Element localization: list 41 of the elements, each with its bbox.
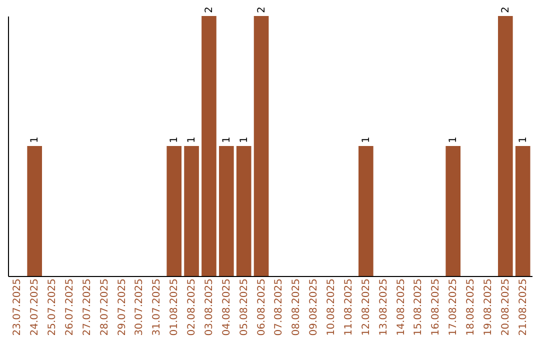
data-label: 1	[238, 136, 250, 143]
x-tick-label: 29.07.2025	[116, 278, 128, 336]
data-label: 1	[186, 136, 198, 143]
data-label: 1	[448, 136, 460, 143]
x-tick-label: 18.08.2025	[466, 278, 477, 336]
x-tick-label: 08.08.2025	[291, 278, 302, 336]
x-tick-label: 19.08.2025	[482, 278, 494, 336]
x-tick-label: 07.08.2025	[274, 278, 285, 336]
x-tick-label: 28.07.2025	[99, 278, 110, 336]
x-tick-label: 14.08.2025	[396, 278, 407, 336]
x-tick-label: 13.08.2025	[378, 278, 390, 336]
x-tick-label: 03.08.2025	[204, 278, 215, 336]
x-tick-label: 12.08.2025	[360, 278, 372, 336]
x-tick-label: 25.07.2025	[47, 278, 58, 336]
x-tick-label: 26.07.2025	[64, 278, 76, 336]
x-tick-label: 10.08.2025	[326, 278, 338, 336]
x-tick-label: 06.08.2025	[256, 278, 268, 336]
data-label: 1	[518, 136, 529, 143]
data-label: 1	[360, 136, 372, 143]
x-tick-label: 23.07.2025	[12, 278, 24, 336]
x-tick-label: 16.08.2025	[430, 278, 442, 336]
x-tick-label: 27.07.2025	[82, 278, 93, 336]
x-tick-label: 31.07.2025	[152, 278, 163, 336]
x-tick-label: 11.08.2025	[343, 278, 354, 336]
x-tick-label: 17.08.2025	[448, 278, 460, 336]
x-tick-label: 24.07.2025	[30, 278, 41, 336]
data-label: 1	[221, 136, 232, 143]
x-tick-label: 21.08.2025	[518, 278, 529, 336]
data-label: 2	[256, 6, 268, 13]
data-label: 2	[500, 6, 512, 13]
x-tick-label: 02.08.2025	[186, 278, 198, 336]
x-tick-label: 30.07.2025	[134, 278, 146, 336]
x-tick-label: 09.08.2025	[308, 278, 320, 336]
x-tick-label: 01.08.2025	[169, 278, 180, 336]
x-tick-label: 20.08.2025	[500, 278, 512, 336]
x-tick-label: 04.08.2025	[221, 278, 232, 336]
data-label: 1	[30, 136, 41, 143]
data-label: 2	[204, 6, 215, 13]
x-tick-label: 05.08.2025	[238, 278, 250, 336]
x-tick-label: 15.08.2025	[413, 278, 424, 336]
data-label: 1	[169, 136, 180, 143]
